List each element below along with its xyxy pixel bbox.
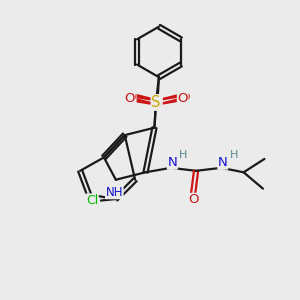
Text: O: O: [177, 92, 188, 105]
Text: N: N: [167, 156, 177, 169]
Text: O: O: [188, 194, 198, 206]
Text: H: H: [230, 150, 238, 160]
Text: NH: NH: [106, 186, 123, 199]
Text: Cl: Cl: [86, 194, 98, 207]
Text: H: H: [179, 150, 188, 160]
Text: S: S: [151, 95, 160, 110]
Text: O: O: [179, 91, 189, 103]
Text: O: O: [124, 92, 134, 105]
Text: N: N: [218, 156, 228, 169]
Text: O: O: [125, 91, 136, 103]
Text: S: S: [153, 95, 162, 110]
